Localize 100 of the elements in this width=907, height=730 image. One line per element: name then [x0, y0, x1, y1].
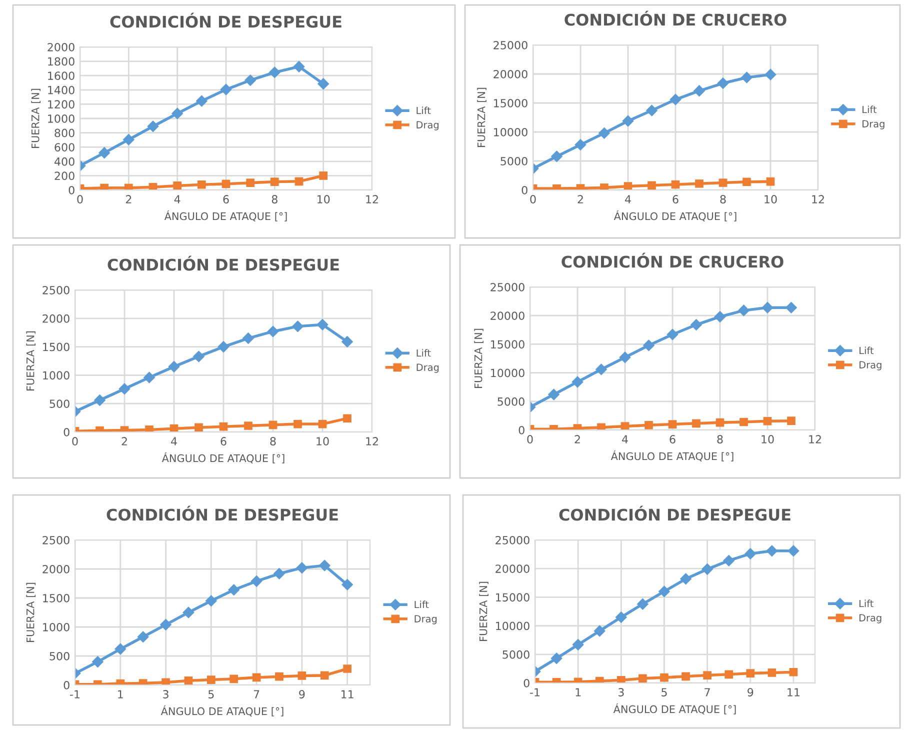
- point: [194, 423, 203, 432]
- legend-label: Drag: [859, 614, 882, 624]
- x-tick-label: 3: [163, 690, 168, 698]
- y-tick-label: 15000: [491, 340, 524, 349]
- x-tick-label: 11: [341, 690, 354, 698]
- y-tick-label: 600: [54, 143, 74, 152]
- point: [206, 595, 217, 607]
- point: [668, 420, 677, 428]
- point: [92, 656, 104, 668]
- y-tick-label: 500: [50, 400, 70, 408]
- y-tick-label: 500: [50, 652, 70, 660]
- x-tick-label: 4: [625, 195, 631, 204]
- x-tick-label: 2: [574, 435, 580, 444]
- point: [124, 184, 133, 190]
- point: [343, 664, 352, 673]
- x-tick-label: -1: [70, 690, 80, 698]
- point: [160, 619, 172, 630]
- point: [638, 674, 647, 683]
- point: [744, 548, 756, 560]
- y-tick-label: 25000: [496, 536, 530, 544]
- point: [717, 78, 729, 89]
- point: [173, 182, 182, 190]
- legend-label: Lift: [860, 346, 874, 354]
- y-tick-label: 2500: [42, 536, 70, 544]
- point: [716, 418, 724, 427]
- point: [275, 672, 284, 681]
- x-tick-label: 3: [618, 688, 624, 696]
- point: [293, 61, 305, 72]
- chart-title: CONDICIÓN DE DESPEGUE: [108, 256, 339, 271]
- point: [768, 668, 776, 677]
- x-tick-label: 1: [118, 690, 123, 698]
- point: [294, 420, 302, 428]
- point: [619, 352, 631, 363]
- point: [762, 302, 774, 314]
- point: [703, 671, 712, 680]
- point: [246, 178, 254, 188]
- point: [118, 383, 130, 394]
- point: [658, 586, 670, 598]
- x-tick-label: 12: [812, 195, 824, 204]
- point: [268, 420, 278, 430]
- point: [789, 668, 798, 676]
- point: [168, 361, 180, 372]
- point: [764, 68, 776, 80]
- point: [100, 184, 108, 190]
- point: [244, 74, 256, 86]
- x-tick-label: 8: [717, 435, 723, 444]
- x-tick-label: 4: [622, 435, 628, 444]
- point: [148, 182, 158, 190]
- legend-label: Lift: [862, 106, 877, 114]
- x-tick-label: 5: [662, 688, 667, 696]
- x-tick-label: 5: [208, 690, 214, 698]
- y-axis-title: FUERZA [N]: [474, 328, 484, 388]
- legend-label: Drag: [862, 120, 884, 130]
- x-axis-title: ÁNGULO DE ATAQUE [°]: [160, 705, 284, 716]
- point: [620, 422, 630, 430]
- x-tick-label: 8: [272, 195, 278, 204]
- y-tick-label: 200: [54, 172, 74, 180]
- point: [597, 423, 606, 430]
- y-tick-label: 0: [518, 426, 524, 434]
- x-tick-label: 6: [223, 195, 229, 204]
- point: [294, 177, 304, 186]
- y-tick-label: 20000: [490, 312, 524, 320]
- point: [595, 676, 604, 683]
- point: [228, 584, 240, 596]
- point: [682, 672, 690, 681]
- point: [740, 418, 748, 426]
- point: [274, 568, 285, 580]
- point: [763, 416, 772, 426]
- point: [162, 678, 170, 685]
- point: [787, 416, 796, 426]
- point: [218, 341, 230, 352]
- y-tick-label: 10000: [494, 128, 528, 136]
- point: [147, 120, 159, 132]
- point: [145, 426, 154, 432]
- x-tick-label: 8: [720, 195, 726, 204]
- x-tick-label: 1: [576, 688, 581, 696]
- y-tick-label: 2500: [42, 286, 70, 294]
- y-tick-label: 800: [54, 128, 74, 138]
- legend-label: Drag: [416, 121, 438, 130]
- x-tick-label: 2: [578, 195, 583, 204]
- y-tick-label: 25000: [494, 40, 528, 50]
- point: [596, 364, 607, 375]
- point: [724, 670, 734, 679]
- chart-title: CONDICIÓN DE CRUCERO: [564, 10, 786, 26]
- y-tick-label: 400: [54, 157, 74, 166]
- x-tick-label: 2: [122, 437, 127, 446]
- y-tick-label: 0: [524, 678, 530, 688]
- legend-label: Lift: [414, 600, 429, 608]
- y-tick-label: 2000: [42, 314, 70, 323]
- y-tick-label: 5000: [498, 397, 524, 406]
- point: [723, 554, 734, 566]
- point: [170, 424, 178, 432]
- point: [680, 573, 692, 584]
- point: [718, 178, 728, 187]
- point: [114, 643, 126, 655]
- x-axis-title: ÁNGULO DE ATAQUE [°]: [164, 210, 287, 222]
- chart-title: CONDICIÓN DE DESPEGUE: [110, 12, 342, 28]
- point: [206, 676, 216, 684]
- point: [219, 422, 228, 431]
- point: [738, 304, 750, 316]
